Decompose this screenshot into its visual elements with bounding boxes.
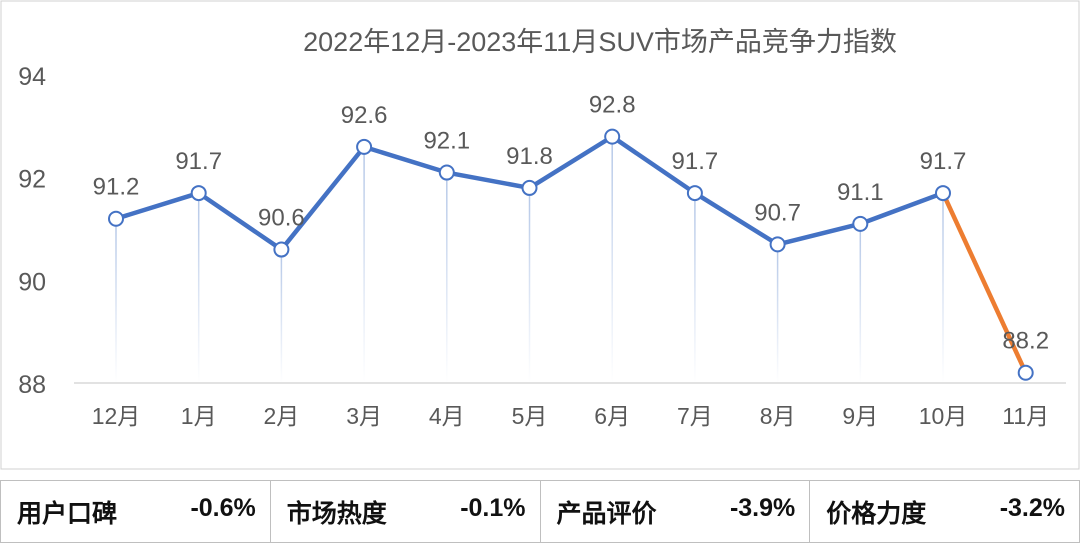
data-point	[686, 185, 703, 202]
stat-cell-user-reputation: 用户口碑 -0.6%	[0, 480, 271, 543]
data-label: 90.7	[754, 199, 801, 226]
data-labels: 91.2 91.7 90.6 92.6 92.1 91.8 92.8 91.7 90.7 91.1…	[93, 92, 1049, 355]
data-label: 91.8	[506, 143, 553, 170]
y-tick-label: 88	[18, 371, 46, 399]
y-tick-label: 90	[18, 268, 46, 296]
chart-panel: 2022年12月-2023年11月SUV市场产品竞争力指数 88 90 92 94 9…	[0, 0, 1080, 470]
chart-title: 2022年12月-2023年11月SUV市场产品竞争力指数	[303, 27, 897, 57]
drop-line	[942, 193, 944, 383]
x-tick-label: 5月	[512, 403, 548, 429]
data-label: 91.7	[175, 148, 222, 175]
drop-line	[776, 244, 779, 383]
data-label: 91.1	[837, 179, 884, 206]
data-label: 92.8	[589, 92, 636, 119]
data-point	[852, 215, 869, 232]
stat-label: 用户口碑	[17, 499, 118, 528]
data-point	[521, 179, 538, 196]
line-chart: 2022年12月-2023年11月SUV市场产品竞争力指数 88 90 92 94 9…	[0, 0, 1080, 470]
x-tick-label: 9月	[842, 403, 878, 429]
data-point	[1017, 364, 1034, 381]
stat-label: 市场热度	[286, 499, 387, 528]
data-label: 92.6	[341, 102, 388, 129]
x-tick-label: 1月	[181, 403, 217, 429]
drop-line	[115, 218, 117, 383]
stat-value: -3.9%	[729, 493, 796, 522]
drop-line	[280, 249, 283, 383]
data-label: 92.1	[423, 128, 470, 155]
drop-line	[611, 136, 613, 383]
stat-value: -0.6%	[190, 493, 256, 522]
drop-line	[694, 193, 696, 383]
drop-line	[363, 146, 365, 383]
stat-value: -0.1%	[460, 493, 526, 522]
stats-row: 用户口碑 -0.6% 市场热度 -0.1% 产品评价 -3.9% 价格力度 -3…	[0, 480, 1080, 543]
data-point	[604, 128, 621, 145]
x-tick-label: 10月	[919, 403, 968, 429]
data-label: 91.2	[93, 174, 140, 201]
chart-border	[0, 0, 1080, 470]
data-label: 91.7	[672, 148, 719, 175]
x-tick-label: 2月	[264, 403, 300, 429]
stat-value: -3.2%	[999, 493, 1065, 522]
data-label: 91.7	[920, 148, 967, 175]
x-tick-label: 8月	[760, 403, 796, 429]
stat-cell-product-review: 产品评价 -3.9%	[539, 480, 811, 543]
x-tick-label: 11月	[1002, 403, 1049, 429]
x-tick-label: 7月	[677, 403, 713, 429]
data-markers	[108, 128, 1034, 381]
x-axis: 12月 1月 2月 3月 4月 5月 6月 7月 8月 9月 10月 11月	[92, 403, 1049, 429]
y-axis: 88 90 92 94	[18, 63, 46, 399]
data-label: 90.6	[258, 205, 305, 232]
x-tick-label: 3月	[346, 403, 382, 429]
drop-line	[859, 223, 862, 383]
series-line-last-segment	[940, 190, 1028, 375]
y-tick-label: 94	[18, 63, 46, 91]
y-tick-label: 92	[18, 166, 46, 194]
stats-table: 用户口碑 -0.6% 市场热度 -0.1% 产品评价 -3.9% 价格力度 -3…	[0, 480, 1080, 543]
data-point	[438, 164, 455, 181]
x-tick-label: 12月	[92, 403, 141, 429]
x-tick-label: 4月	[429, 403, 465, 429]
data-label: 88.2	[1002, 328, 1049, 355]
stat-cell-price-strength: 价格力度 -3.2%	[809, 480, 1080, 543]
data-point	[356, 138, 373, 155]
data-point	[273, 241, 290, 258]
drop-lines	[115, 136, 944, 383]
data-point	[190, 185, 207, 202]
data-point	[108, 210, 124, 227]
data-point	[769, 236, 786, 253]
stat-label: 产品评价	[556, 499, 657, 528]
drop-line	[446, 172, 448, 383]
data-point	[935, 185, 951, 202]
x-tick-label: 6月	[594, 403, 630, 429]
drop-line	[197, 193, 200, 383]
drop-line	[528, 187, 531, 383]
stat-cell-market-heat: 市场热度 -0.1%	[269, 480, 541, 543]
stat-label: 价格力度	[826, 499, 927, 528]
